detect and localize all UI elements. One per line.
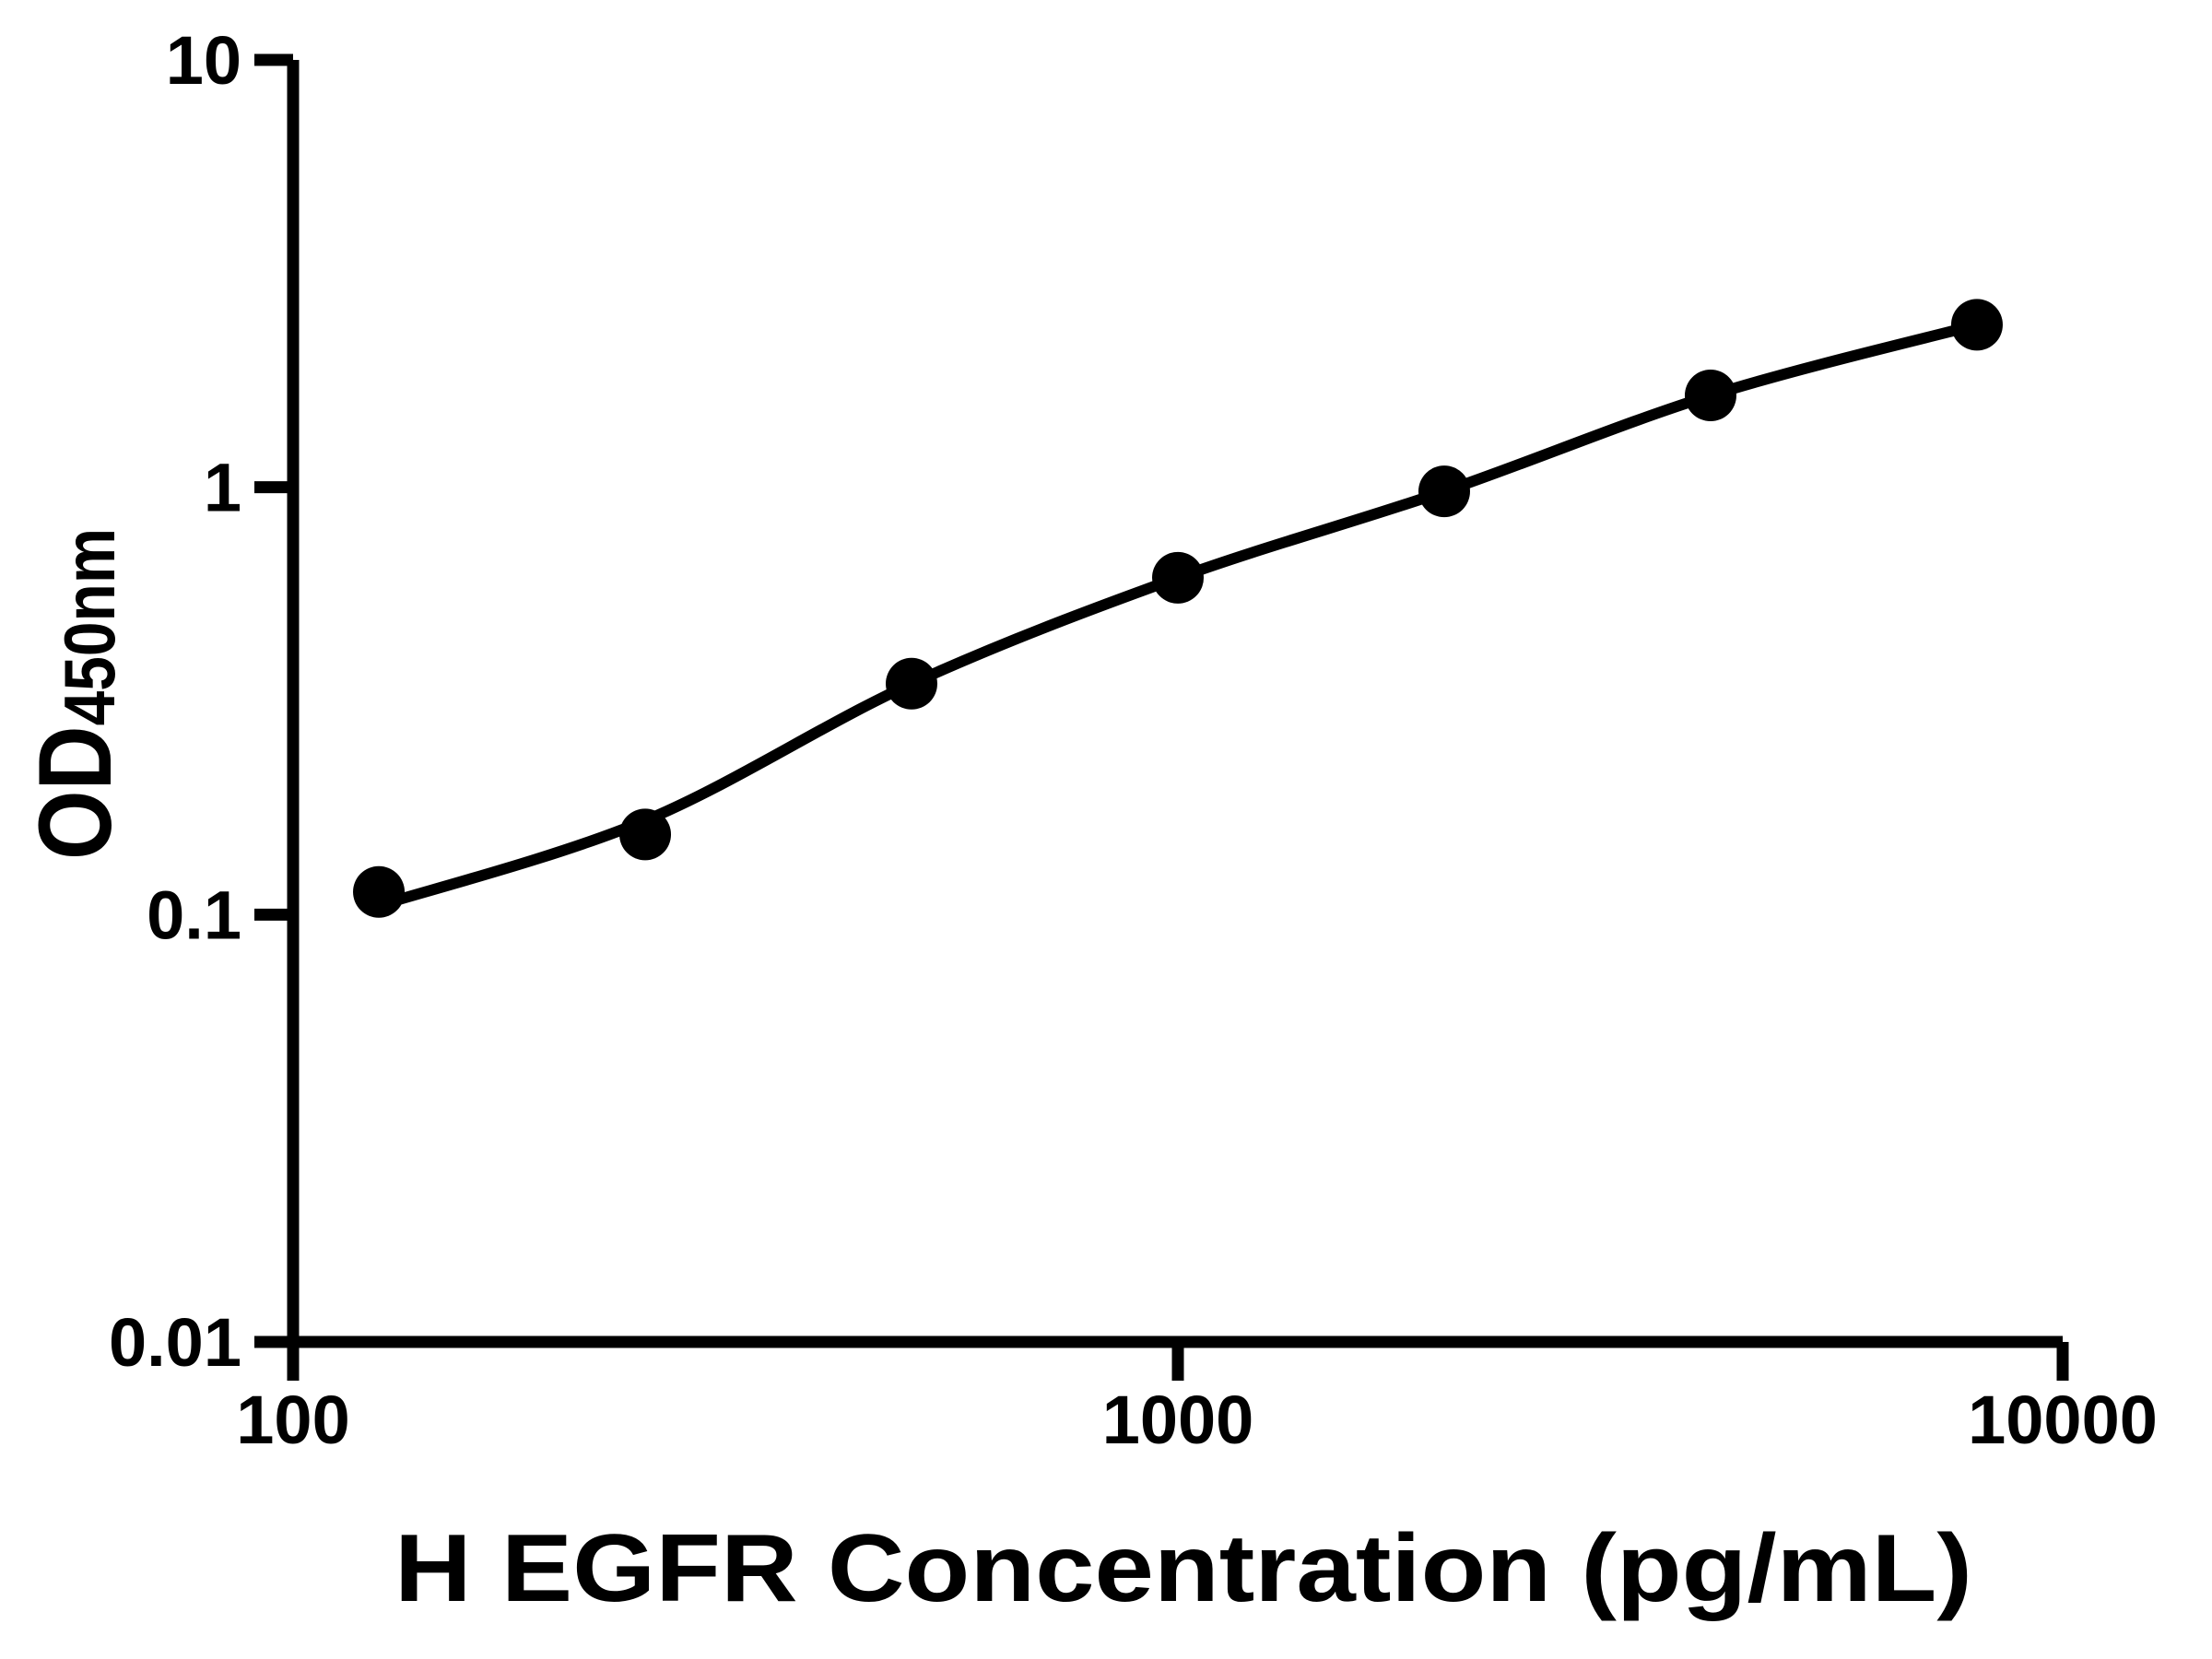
plot-layer [353,299,2003,918]
data-point [1418,465,1470,518]
data-point [1684,370,1736,422]
data-point [886,657,938,710]
data-point [353,865,406,918]
y-tick-label: 10 [166,22,241,99]
data-point [1950,299,2003,351]
x-tick-label: 1000 [1102,1382,1254,1458]
y-axis-title: OD450nm [18,528,133,860]
y-tick-label: 0.01 [109,1304,241,1381]
x-axis-title: H EGFR Concentration (pg/mL) [394,1515,1972,1622]
x-tick-label: 100 [236,1382,349,1458]
y-axis-title-subscript: 450nm [49,528,130,725]
y-tick-label: 0.1 [147,877,241,953]
axis-spine [287,60,2063,1348]
y-axis-title-main: OD [18,725,133,860]
data-point [1152,551,1204,604]
x-tick-label: 10000 [1968,1382,2158,1458]
data-point [619,808,672,861]
y-tick-label: 1 [204,450,241,526]
fit-curve [373,319,1983,912]
axes-layer [254,53,2069,1381]
